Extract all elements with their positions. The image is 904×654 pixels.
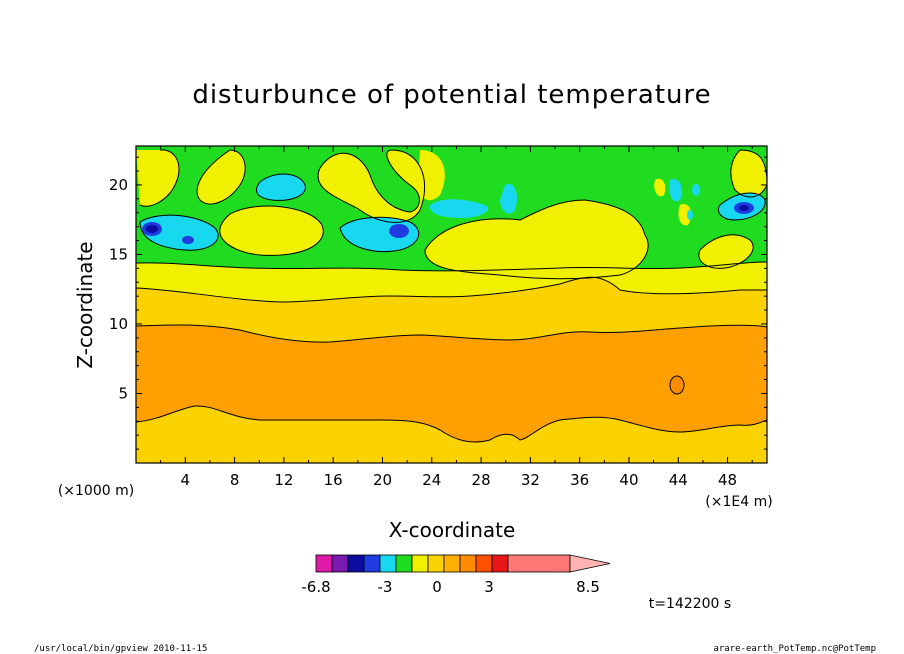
colorbar-tick-label: -6.8 — [301, 578, 330, 596]
blob-cyan-2 — [256, 174, 306, 201]
blob-cyan-5 — [500, 184, 517, 214]
y-axis-label: Z-coordinate — [73, 241, 97, 368]
blob-yellow-1 — [136, 149, 180, 207]
colorbar-tick-label: -3 — [378, 578, 393, 596]
colorbar-labels: -6.8 -3 0 3 8.5 — [301, 578, 600, 596]
colorbar-swatch — [491, 554, 509, 573]
time-annotation: t=142200 s — [649, 596, 731, 612]
footer-left: /usr/local/bin/gpview 2010-11-15 — [34, 644, 207, 654]
x-tick-label: 24 — [422, 471, 441, 489]
blob-yellow-3 — [318, 150, 425, 223]
colorbar — [315, 554, 611, 573]
blob-yellow-8 — [730, 150, 767, 197]
upper-cyan-blobs — [140, 174, 766, 252]
blob-yellow-2 — [219, 206, 324, 256]
y-tick-label: 20 — [109, 176, 128, 194]
y-tick-label: 5 — [118, 384, 128, 402]
x-tick-label: 20 — [373, 471, 392, 489]
blob-cyan-1 — [140, 215, 219, 251]
colorbar-swatch — [427, 554, 445, 573]
x-tick-label: 40 — [619, 471, 638, 489]
x-tick-label: 48 — [718, 471, 737, 489]
colorbar-tick-label: 8.5 — [576, 578, 600, 596]
x-tick-label: 36 — [570, 471, 589, 489]
chart-title: disturbunce of potential temperature — [192, 80, 711, 110]
x-scale-note: (×1E4 m) — [705, 494, 772, 510]
colorbar-tick-label: 3 — [484, 578, 494, 596]
blob-yellow-7 — [698, 234, 754, 269]
x-axis-label: X-coordinate — [389, 518, 516, 542]
y-axis: 5 10 15 20 — [109, 156, 767, 450]
blob-blue-2 — [389, 224, 409, 238]
blob-cyan-4 — [429, 199, 489, 218]
blob-cyan-6 — [669, 179, 682, 202]
x-tick-label: 16 — [324, 471, 343, 489]
x-tick-label: 8 — [230, 471, 240, 489]
colorbar-swatch — [459, 554, 477, 573]
contour-lines — [136, 149, 767, 443]
x-tick-label: 32 — [521, 471, 540, 489]
colorbar-swatch — [443, 554, 461, 573]
colorbar-swatch — [395, 554, 413, 573]
colorbar-swatch — [475, 554, 493, 573]
plot-area — [136, 146, 767, 463]
blob-yellow-4 — [197, 150, 246, 205]
blob-orange-small — [670, 376, 684, 394]
x-tick-label: 28 — [472, 471, 491, 489]
colorbar-extension — [569, 554, 611, 573]
x-tick-label: 4 — [181, 471, 191, 489]
x-axis: 4 8 12 16 20 24 28 32 36 40 44 48 — [160, 146, 753, 489]
colorbar-swatch — [507, 554, 571, 573]
y-tick-label: 15 — [109, 245, 128, 263]
colorbar-swatch — [363, 554, 381, 573]
plot-frame — [135, 145, 768, 464]
colorbar-swatch — [379, 554, 397, 573]
x-unit-label: (×1000 m) — [58, 483, 134, 499]
colorbar-tick-label: 0 — [432, 578, 442, 596]
upper-yellow-blobs — [136, 149, 767, 279]
colorbar-swatch — [315, 554, 333, 573]
x-tick-label: 44 — [669, 471, 688, 489]
colorbar-swatch — [347, 554, 365, 573]
x-tick-label: 12 — [274, 471, 293, 489]
colorbar-swatch — [331, 554, 349, 573]
blob-yellow-9 — [654, 178, 666, 197]
footer-right: arare-earth_PotTemp.nc@PotTemp — [713, 644, 876, 654]
blob-yellow-10 — [678, 204, 692, 226]
y-tick-label: 10 — [109, 315, 128, 333]
colorbar-swatch — [411, 554, 429, 573]
blob-yellow-6 — [425, 200, 649, 279]
